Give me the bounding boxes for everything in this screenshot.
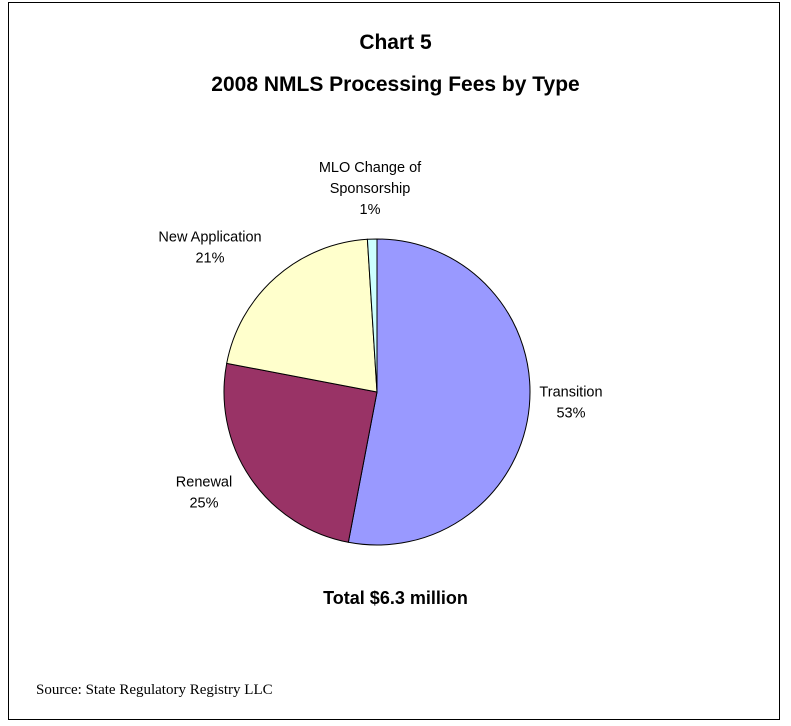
- chart-title: Chart 5: [359, 31, 432, 54]
- source-note: Source: State Regulatory Registry LLC: [36, 682, 273, 698]
- slice-name-label-0-0: Transition: [539, 384, 602, 400]
- chart-subtitle: 2008 NMLS Processing Fees by Type: [211, 73, 580, 96]
- slice-percent-label-0-1: 53%: [556, 405, 585, 421]
- slice-percent-label-3-2: 1%: [360, 202, 381, 218]
- total-note: Total $6.3 million: [323, 588, 468, 608]
- slice-name-label-2-0: New Application: [158, 229, 261, 245]
- pie-slice-renewal: [223, 362, 378, 543]
- slice-percent-label-1-1: 25%: [189, 495, 218, 511]
- slice-name-label-3-1: Sponsorship: [330, 181, 411, 197]
- pie-slice-mlo-change-of-sponsorship: [366, 238, 378, 393]
- pie-labels: Transition 53% Renewal 25% New Application 21…: [158, 160, 602, 512]
- pie-slice-new-application: [226, 238, 378, 393]
- slice-name-label-3-0: MLO Change of: [319, 160, 422, 176]
- pie-slice-transition: [347, 238, 531, 546]
- slice-name-label-1-0: Renewal: [176, 474, 232, 490]
- slice-percent-label-2-1: 21%: [195, 250, 224, 266]
- pie-slices: [223, 238, 531, 546]
